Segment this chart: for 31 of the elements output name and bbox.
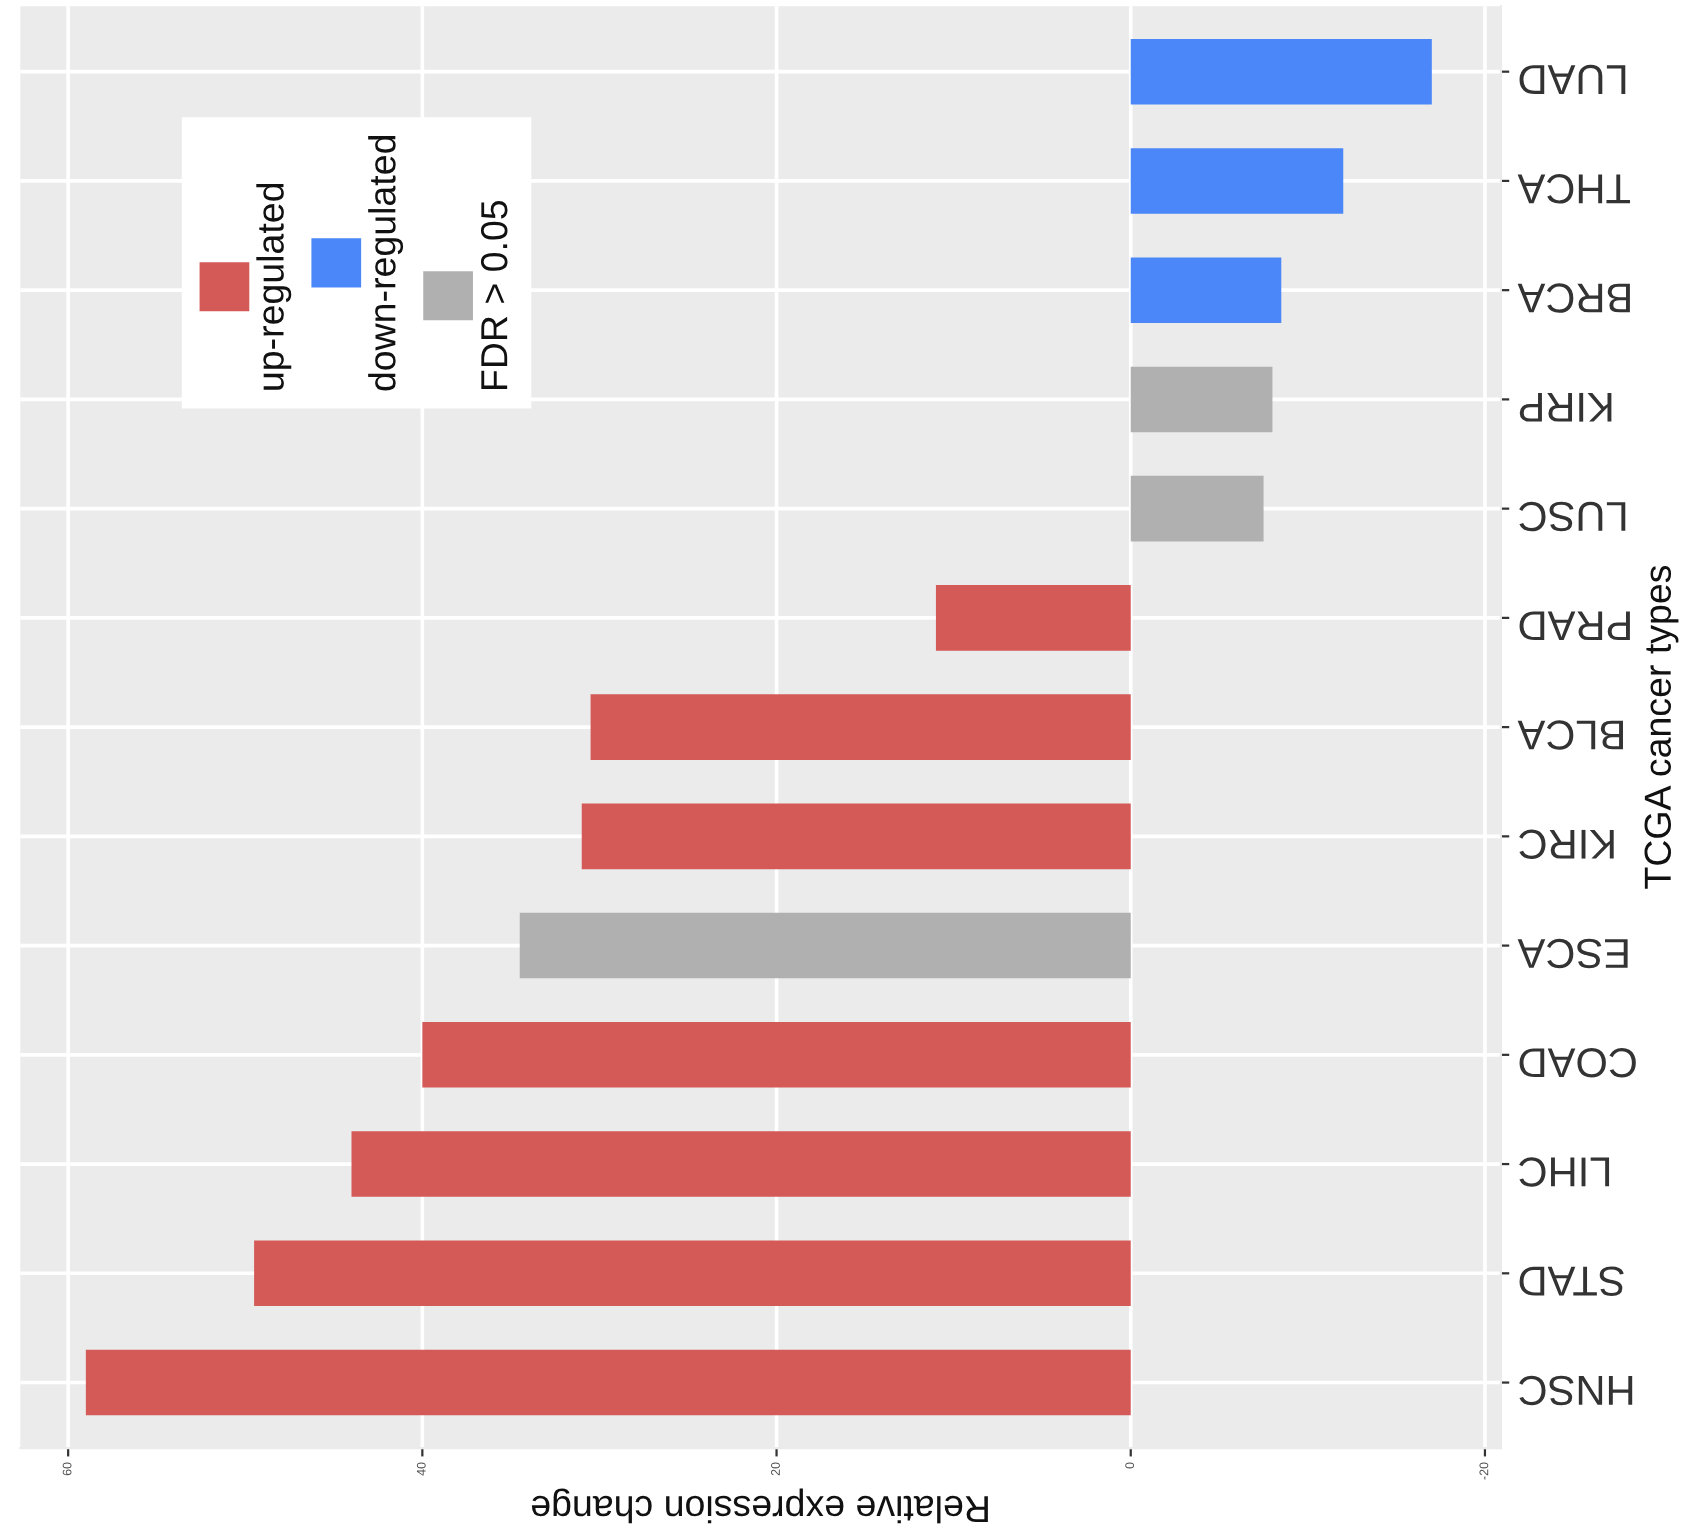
y-tick-label: ESCA — [1517, 938, 1628, 969]
bar — [1130, 38, 1432, 105]
y-tick-label: PRAD — [1519, 611, 1630, 641]
y-tick-label: BLCA — [1517, 720, 1623, 750]
bar — [1130, 257, 1282, 323]
y-tick-label: THCA — [1517, 174, 1631, 204]
y-tick-label: KIRP — [1519, 392, 1612, 422]
legend-label: FDR > 0.05 — [480, 200, 508, 390]
y-tick-label: HNSC — [1519, 1375, 1633, 1406]
bar — [351, 1131, 1131, 1197]
y-tick-label: STAD — [1519, 1266, 1624, 1296]
y-tick-label: COAD — [1519, 1047, 1636, 1078]
y-axis-title: TCGA cancer types — [1644, 565, 1679, 889]
x-axis-title: Relative expression change — [531, 1488, 988, 1524]
bar — [590, 694, 1131, 760]
legend-label: down-regulated — [368, 136, 404, 391]
bar — [935, 585, 1131, 651]
y-tick-label: LUAD — [1519, 64, 1626, 94]
y-tick-label: LUSC — [1519, 501, 1626, 532]
legend-label: up-regulated — [256, 183, 292, 390]
bar — [581, 803, 1131, 870]
bar — [1130, 475, 1264, 542]
y-tick-label: LIHC — [1519, 1157, 1610, 1187]
bar — [85, 1349, 1131, 1416]
bar — [1130, 148, 1344, 214]
bar — [254, 1240, 1131, 1307]
bar — [519, 912, 1131, 979]
y-tick-label: BRCA — [1517, 283, 1630, 313]
bar — [1130, 366, 1273, 433]
bar — [422, 1022, 1131, 1088]
y-tick-label: KIRC — [1519, 829, 1614, 859]
